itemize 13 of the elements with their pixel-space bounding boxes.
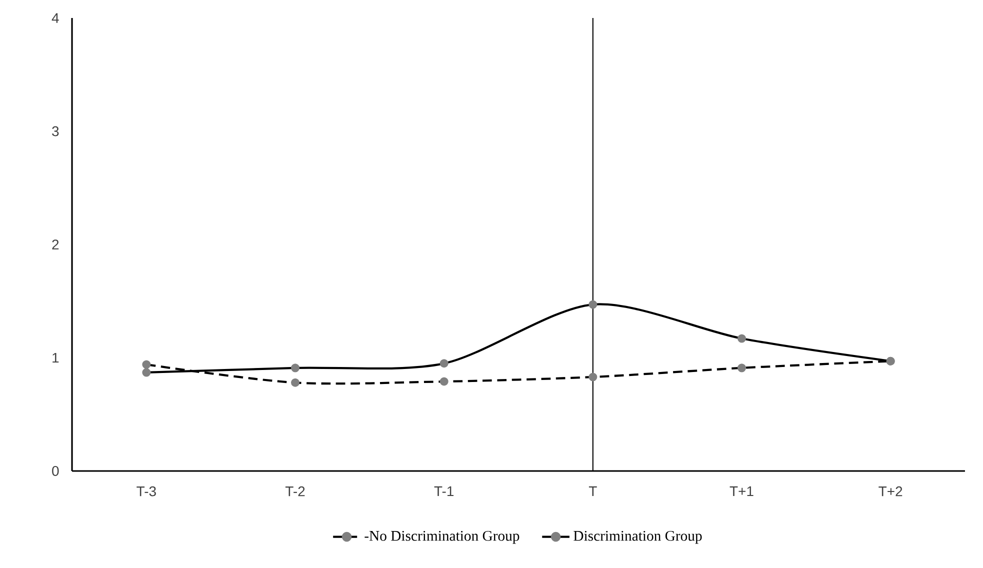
x-tick-label: T+1 bbox=[730, 486, 754, 496]
y-tick-label: 0 bbox=[52, 466, 59, 476]
legend-label: Discrimination Group bbox=[574, 530, 702, 544]
y-tick-label: 3 bbox=[52, 126, 59, 136]
y-tick-label: 2 bbox=[52, 240, 59, 250]
legend-label: -No Discrimination Group bbox=[364, 530, 520, 544]
x-tick-label: T+2 bbox=[878, 486, 902, 496]
y-tick-label: 4 bbox=[52, 13, 59, 23]
y-tick-label: 1 bbox=[52, 352, 59, 363]
x-tick-label: T-3 bbox=[136, 486, 156, 496]
x-tick-label: T-1 bbox=[434, 486, 454, 496]
x-tick-label: T-2 bbox=[285, 486, 305, 496]
x-tick-label: T bbox=[588, 486, 597, 496]
